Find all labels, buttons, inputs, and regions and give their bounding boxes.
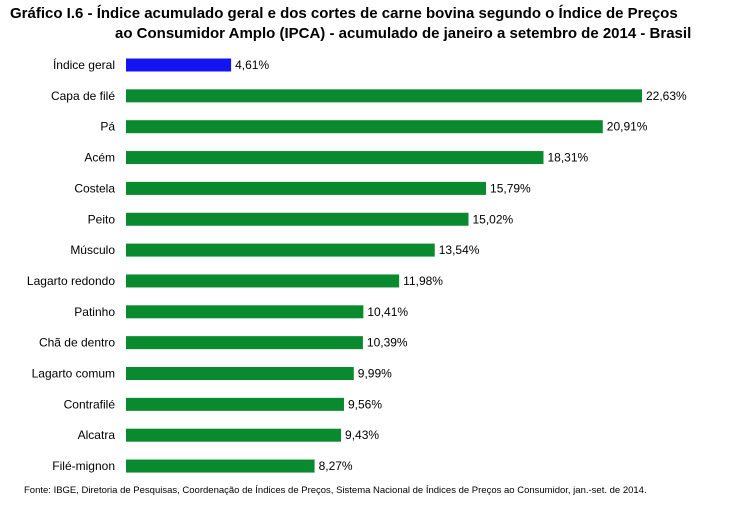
bar [126,397,344,411]
category-label: Lagarto comum [32,367,115,381]
category-label: Patinho [74,305,115,319]
category-label: Pá [100,120,115,134]
bar [126,367,354,380]
value-label: 11,98% [403,274,443,288]
bar [126,120,603,134]
bar [126,305,364,319]
value-label: 20,91% [607,120,648,134]
bar [126,274,400,288]
category-label: Alcatra [78,428,116,442]
bar [126,151,544,165]
value-label: 15,79% [490,181,531,195]
category-label: Peito [88,212,116,226]
bar [126,89,642,103]
category-label: Lagarto redondo [27,274,115,288]
value-label: 4,61% [235,58,269,72]
bar [126,181,487,195]
bar [126,212,469,226]
value-label: 9,43% [345,428,379,442]
value-label: 9,56% [348,397,382,411]
value-label: 9,99% [358,367,392,381]
value-label: 13,54% [439,243,480,257]
value-label: 15,02% [472,212,513,226]
category-label: Índice geral [53,57,115,72]
category-label: Capa de filé [51,89,115,103]
value-label: 22,63% [646,89,687,103]
value-label: 8,27% [319,459,353,473]
value-label: 10,41% [367,305,408,319]
value-label: 18,31% [547,151,588,165]
value-label: 10,39% [367,336,408,350]
bar [126,459,315,473]
chart-title: Gráfico I.6 - Índice acumulado geral e d… [10,4,736,44]
chart-title-line-2: ao Consumidor Amplo (IPCA) - acumulado d… [115,25,692,42]
category-label: Acém [84,151,115,165]
category-label: Músculo [70,243,115,257]
category-label: Filé-mignon [52,459,115,473]
source-note: Fonte: IBGE, Diretoria de Pesquisas, Coo… [24,485,647,496]
bar [126,58,232,72]
bar [126,428,342,442]
bar [126,336,363,350]
category-label: Contrafilé [64,397,116,411]
bar [126,243,435,257]
category-label: Chã de dentro [39,336,115,350]
chart-title-line-1: Gráfico I.6 - Índice acumulado geral e d… [10,5,678,22]
category-label: Costela [74,181,115,195]
